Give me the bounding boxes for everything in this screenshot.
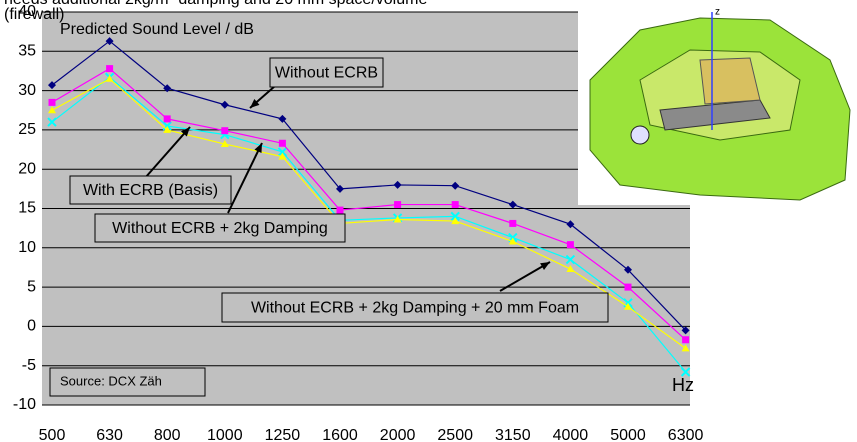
y-tick-label: -10 bbox=[13, 396, 36, 413]
x-tick-label: 2000 bbox=[380, 427, 416, 442]
y-tick-label: 10 bbox=[18, 239, 36, 256]
y-tick-label: 20 bbox=[18, 160, 36, 177]
data-point bbox=[682, 336, 689, 343]
y-tick-label: 5 bbox=[27, 278, 36, 295]
x-tick-label: 1250 bbox=[265, 427, 301, 442]
car-image: z bbox=[578, 0, 857, 205]
data-point bbox=[394, 201, 401, 208]
data-point bbox=[221, 127, 228, 134]
x-tick-label: 1000 bbox=[207, 427, 243, 442]
data-point bbox=[567, 241, 574, 248]
x-tick-label: 1600 bbox=[322, 427, 358, 442]
x-tick-label: 630 bbox=[96, 427, 123, 442]
annotation-label: With ECRB (Basis) bbox=[83, 182, 218, 199]
y-tick-label: 25 bbox=[18, 121, 36, 138]
data-point bbox=[164, 115, 171, 122]
data-point bbox=[49, 99, 56, 106]
data-point bbox=[509, 220, 516, 227]
annotation-label: Without ECRB + 2kg Damping bbox=[112, 220, 328, 237]
x-tick-label: 800 bbox=[154, 427, 181, 442]
data-point bbox=[337, 207, 344, 214]
chart-title: Predicted Sound Level / dB bbox=[60, 21, 254, 38]
y-tick-label: 15 bbox=[18, 200, 36, 217]
chart: -10-505101520253035405006308001000125016… bbox=[0, 0, 857, 442]
axis-label: z bbox=[715, 7, 720, 18]
data-point bbox=[106, 65, 113, 72]
source-label: Source: DCX Zäh bbox=[60, 373, 162, 388]
y-tick-label: -5 bbox=[22, 357, 36, 374]
y-tick-label: 0 bbox=[27, 318, 36, 335]
y-tick-label: 30 bbox=[18, 82, 36, 99]
x-axis-label: Hz bbox=[672, 375, 694, 395]
x-tick-label: 500 bbox=[39, 427, 66, 442]
x-tick-label: 6300 bbox=[668, 427, 704, 442]
y-tick-label: 35 bbox=[18, 43, 36, 60]
annotation-label: Without ECRB bbox=[275, 65, 378, 82]
x-tick-label: 2500 bbox=[437, 427, 473, 442]
x-tick-label: 3150 bbox=[495, 427, 531, 442]
data-point bbox=[625, 284, 632, 291]
car-panel bbox=[700, 58, 760, 104]
data-point bbox=[452, 201, 459, 208]
icon bbox=[631, 126, 649, 144]
data-point bbox=[279, 140, 286, 147]
x-tick-label: 5000 bbox=[610, 427, 646, 442]
caption-line: needs additional 2kg/m² damping and 20 m… bbox=[4, 0, 427, 8]
caption-line: (firewall) bbox=[4, 6, 64, 23]
annotation-label: Without ECRB + 2kg Damping + 20 mm Foam bbox=[251, 300, 579, 317]
x-tick-label: 4000 bbox=[553, 427, 589, 442]
